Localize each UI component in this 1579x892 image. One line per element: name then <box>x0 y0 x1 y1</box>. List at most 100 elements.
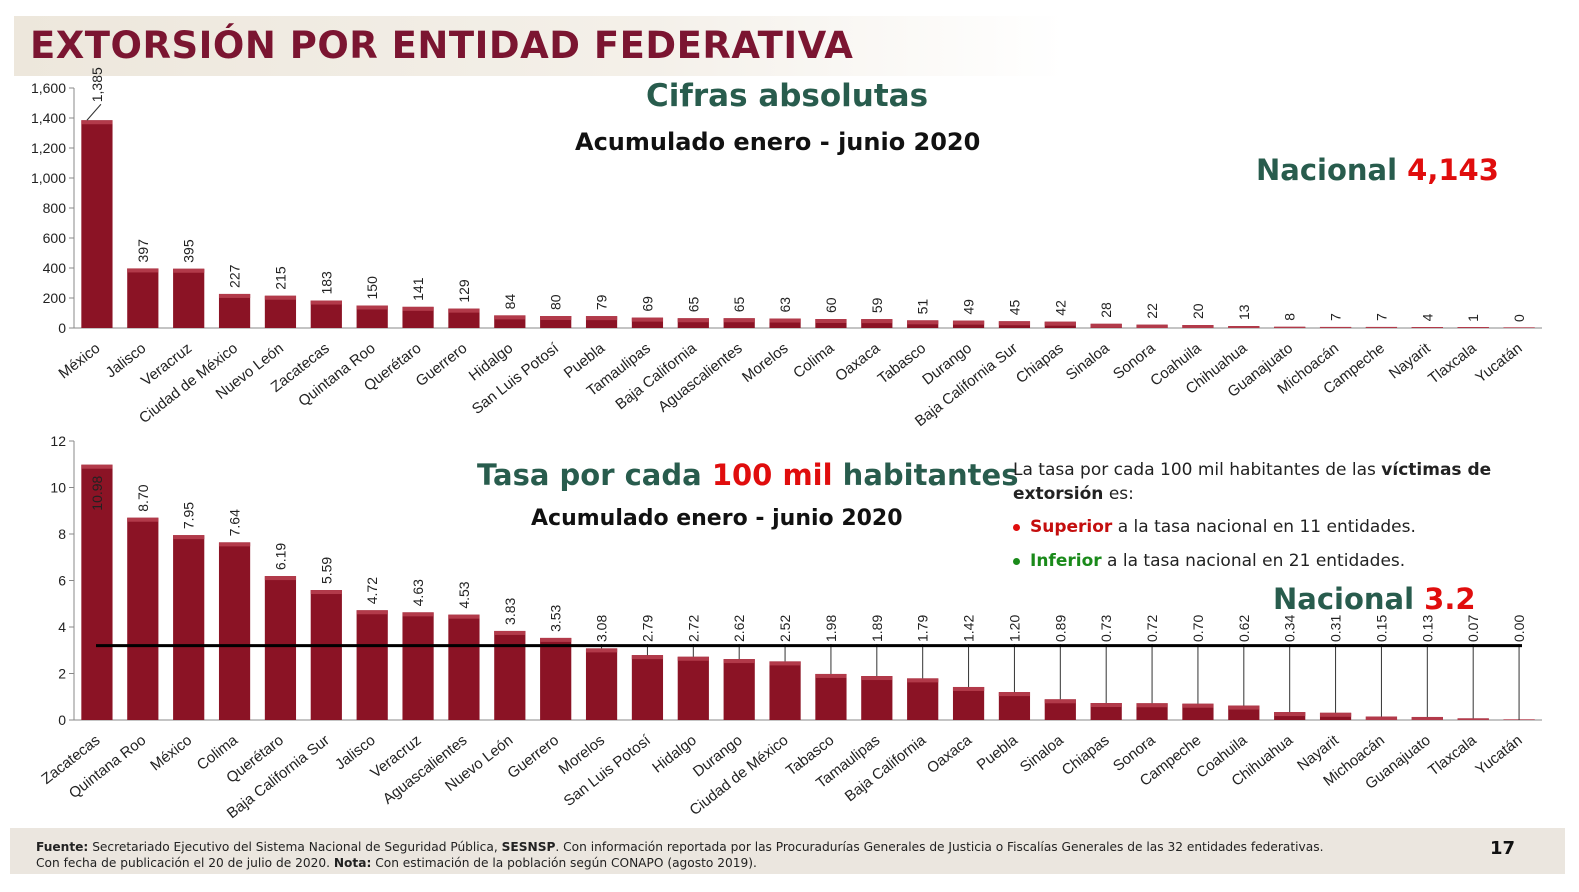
bar <box>264 576 297 720</box>
value-label: 4.72 <box>364 577 380 604</box>
value-label: 84 <box>502 294 518 310</box>
bar <box>907 678 939 720</box>
value-label: 395 <box>181 239 197 263</box>
value-label: 0.70 <box>1190 615 1206 642</box>
bar <box>769 318 801 328</box>
value-label: 141 <box>410 277 426 301</box>
value-label: 2.72 <box>685 615 701 642</box>
bar <box>861 676 893 720</box>
category-label: Aguascalientes <box>655 340 746 416</box>
bullet2-strong: Inferior <box>1030 551 1102 571</box>
bar <box>952 686 985 720</box>
value-label: 1 <box>1465 314 1481 322</box>
bar-highlight <box>631 655 664 660</box>
bar <box>356 305 388 328</box>
value-label: 79 <box>594 294 610 310</box>
bar-highlight <box>907 678 939 683</box>
bar-highlight <box>1136 703 1168 708</box>
bar <box>218 542 251 720</box>
bar-highlight <box>769 318 801 323</box>
bar-highlight <box>218 293 251 298</box>
note-text: La tasa por cada 100 mil habitantes de l… <box>1013 458 1573 506</box>
bar-highlight <box>356 305 388 310</box>
value-label: 65 <box>685 296 701 312</box>
value-label: 0.72 <box>1144 615 1160 642</box>
nota-label: Nota: <box>333 856 372 870</box>
value-label: 8 <box>1282 313 1298 321</box>
footer-line-2: Con fecha de publicación el 20 de julio … <box>36 856 757 870</box>
category-label: Oaxaca <box>832 339 884 385</box>
value-label: 2.79 <box>639 615 655 642</box>
value-label: 3.53 <box>548 604 564 631</box>
value-label: 397 <box>135 239 151 263</box>
bar <box>769 661 801 720</box>
category-label: Oaxaca <box>924 731 976 777</box>
bottom-heading-b: 100 mil <box>711 458 833 492</box>
bar-highlight <box>264 576 297 581</box>
bar-highlight <box>998 321 1031 326</box>
fuente-label: Fuente: <box>36 840 89 854</box>
bar-highlight <box>907 320 939 325</box>
value-label: 1.98 <box>823 615 839 642</box>
bar <box>1136 703 1168 720</box>
value-label: 20 <box>1190 303 1206 319</box>
bar-highlight <box>1182 703 1214 708</box>
bar-highlight <box>81 120 113 125</box>
bottom-national-value: 3.2 <box>1424 582 1476 616</box>
value-label: 0.89 <box>1052 615 1068 642</box>
bar <box>402 612 434 720</box>
value-label: 1.20 <box>1006 615 1022 642</box>
value-label: 6.19 <box>272 543 288 570</box>
value-label: 8.70 <box>135 484 151 511</box>
bar-highlight <box>1228 326 1260 328</box>
bar-highlight <box>1319 712 1352 717</box>
y-tick-label: 12 <box>50 433 66 449</box>
y-tick-label: 200 <box>43 290 67 306</box>
bar-highlight <box>815 673 847 678</box>
bar <box>356 610 388 720</box>
value-label: 0.62 <box>1236 615 1252 642</box>
bar-highlight <box>952 320 985 325</box>
category-label: Puebla <box>974 731 1022 774</box>
value-label: 183 <box>318 271 334 295</box>
note-bullet-superior: Superior a la tasa nacional en 11 entida… <box>1013 517 1416 537</box>
bar <box>585 648 618 720</box>
bar <box>127 268 159 328</box>
value-label: 0.73 <box>1098 615 1114 642</box>
page-number: 17 <box>1490 838 1516 859</box>
category-label: Colima <box>790 339 838 382</box>
bottom-heading: Tasa por cada 100 mil habitantes <box>477 458 1018 492</box>
value-label: 227 <box>227 264 243 288</box>
value-label: 0.34 <box>1282 615 1298 642</box>
bullet-dot-green <box>1013 557 1020 565</box>
category-label: Chiapas <box>1013 340 1067 387</box>
value-label: 59 <box>869 297 885 313</box>
category-label: Guerrero <box>504 732 562 782</box>
value-label: 5.59 <box>318 557 334 584</box>
value-label: 2.52 <box>777 615 793 642</box>
bar-highlight <box>815 319 847 323</box>
bar-highlight <box>81 464 113 469</box>
bar-highlight <box>1044 321 1076 326</box>
value-label: 13 <box>1236 304 1252 320</box>
bar <box>723 659 755 720</box>
category-label: Guerrero <box>413 340 471 390</box>
top-heading: Cifras absolutas <box>646 78 929 114</box>
y-tick-label: 600 <box>43 230 67 246</box>
value-label: 1,385 <box>89 67 105 102</box>
bar-highlight <box>1503 327 1535 328</box>
bar <box>310 590 342 720</box>
bar-highlight <box>1457 718 1489 720</box>
bar-highlight <box>540 637 572 642</box>
title-band <box>14 16 1064 76</box>
bar-highlight <box>1274 326 1306 328</box>
bar <box>1044 699 1076 720</box>
value-label: 1.42 <box>961 615 977 642</box>
category-label: Tabasco <box>875 340 929 388</box>
value-label: 65 <box>731 296 747 312</box>
value-label: 0.15 <box>1373 615 1389 642</box>
bar <box>402 306 434 328</box>
bar-highlight <box>448 614 480 619</box>
bullet2-text: a la tasa nacional en 21 entidades. <box>1107 551 1406 571</box>
bar <box>1090 703 1122 720</box>
